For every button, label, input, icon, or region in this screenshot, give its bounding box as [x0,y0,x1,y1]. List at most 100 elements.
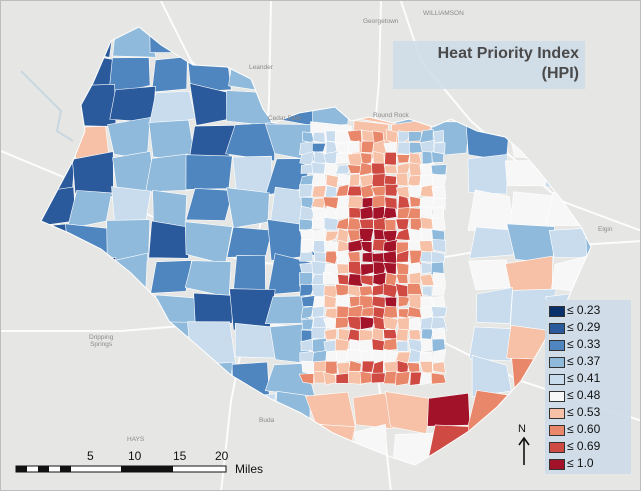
tract-polygon[interactable] [383,164,398,175]
tract-polygon[interactable] [354,423,388,466]
tract-polygon[interactable] [431,207,445,221]
tract-polygon[interactable] [359,316,376,330]
tract-polygon[interactable] [419,251,434,263]
tract-polygon[interactable] [431,250,445,264]
tract-polygon[interactable] [347,152,364,166]
tract-polygon[interactable] [311,185,327,198]
tract-polygon[interactable] [324,360,338,376]
tract-polygon[interactable] [335,372,350,384]
tract-polygon[interactable] [25,18,75,59]
tract-polygon[interactable] [31,253,73,297]
tract-polygon[interactable] [504,159,557,187]
tract-polygon[interactable] [335,350,348,363]
tract-polygon[interactable] [72,18,116,58]
tract-polygon[interactable] [299,184,314,198]
tract-polygon[interactable] [506,223,555,264]
tract-polygon[interactable] [587,22,634,58]
tract-polygon[interactable] [298,218,314,232]
tract-polygon[interactable] [466,428,516,469]
tract-polygon[interactable] [348,140,360,154]
tract-polygon[interactable] [145,153,191,193]
tract-polygon[interactable] [407,228,423,243]
tract-polygon[interactable] [109,85,156,123]
tract-polygon[interactable] [148,220,191,259]
tract-polygon[interactable] [301,295,316,307]
tract-polygon[interactable] [150,260,193,294]
tract-polygon[interactable] [226,187,270,229]
tract-polygon[interactable] [421,151,433,165]
tract-polygon[interactable] [114,357,153,401]
tract-polygon[interactable] [505,255,553,293]
tract-polygon[interactable] [358,228,375,243]
tract-polygon[interactable] [346,19,395,60]
tract-polygon[interactable] [371,284,385,297]
tract-polygon[interactable] [419,351,433,365]
tract-polygon[interactable] [184,392,231,432]
tract-polygon[interactable] [592,85,633,122]
tract-polygon[interactable] [431,338,447,354]
tract-polygon[interactable] [585,117,635,161]
tract-polygon[interactable] [361,360,375,373]
tract-polygon[interactable] [548,227,595,259]
tract-polygon[interactable] [431,173,447,189]
tract-polygon[interactable] [586,257,632,291]
tract-polygon[interactable] [336,173,351,186]
tract-polygon[interactable] [408,329,422,341]
tract-polygon[interactable] [312,228,326,243]
tract-polygon[interactable] [360,241,373,255]
tract-polygon[interactable] [427,458,475,491]
tract-polygon[interactable] [419,273,435,286]
tract-polygon[interactable] [312,132,326,144]
tract-polygon[interactable] [323,294,337,308]
tract-polygon[interactable] [151,56,188,93]
tract-polygon[interactable] [396,141,412,155]
tract-polygon[interactable] [370,372,386,384]
tract-polygon[interactable] [408,316,422,331]
tract-polygon[interactable] [184,221,233,265]
tract-polygon[interactable] [305,55,355,85]
tract-polygon[interactable] [35,50,74,96]
tract-polygon[interactable] [107,391,156,426]
tract-polygon[interactable] [269,20,313,55]
tract-polygon[interactable] [382,207,398,220]
tract-polygon[interactable] [313,371,326,384]
tract-polygon[interactable] [324,185,338,199]
tract-polygon[interactable] [430,316,448,331]
tract-polygon[interactable] [185,188,234,221]
tract-polygon[interactable] [432,238,447,254]
tract-polygon[interactable] [189,18,233,56]
tract-polygon[interactable] [347,251,361,263]
tract-polygon[interactable] [312,85,353,128]
tract-polygon[interactable] [232,155,273,197]
tract-polygon[interactable] [395,262,410,276]
tract-polygon[interactable] [468,326,518,362]
tract-polygon[interactable] [33,83,70,128]
tract-polygon[interactable] [106,219,151,265]
tract-polygon[interactable] [185,361,234,402]
tract-polygon[interactable] [382,305,398,320]
tract-polygon[interactable] [431,327,446,341]
tract-polygon[interactable] [395,186,410,199]
tract-polygon[interactable] [395,172,409,187]
tract-polygon[interactable] [335,206,350,220]
tract-polygon[interactable] [311,197,328,209]
tract-polygon[interactable] [471,85,509,123]
tract-polygon[interactable] [395,328,409,342]
tract-polygon[interactable] [348,260,362,276]
tract-polygon[interactable] [431,295,446,308]
tract-polygon[interactable] [69,359,111,399]
tract-polygon[interactable] [232,255,266,295]
tract-polygon[interactable] [359,371,373,385]
tract-polygon[interactable] [422,285,433,298]
tract-polygon[interactable] [311,216,327,229]
tract-polygon[interactable] [226,90,273,127]
tract-polygon[interactable] [335,293,349,307]
tract-polygon[interactable] [359,162,373,177]
tract-polygon[interactable] [346,185,362,197]
tract-polygon[interactable] [324,250,340,265]
tract-polygon[interactable] [347,370,363,385]
tract-polygon[interactable] [430,306,448,318]
tract-polygon[interactable] [231,361,270,401]
tract-polygon[interactable] [309,21,354,61]
tract-polygon[interactable] [383,329,398,340]
